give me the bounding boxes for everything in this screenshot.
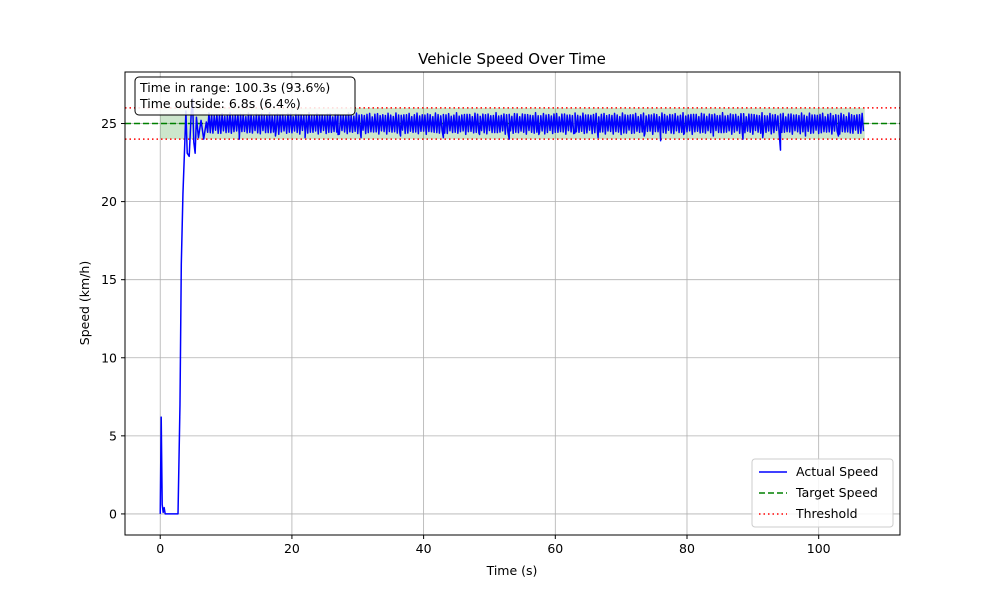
y-axis-label: Speed (km/h) (77, 261, 92, 345)
plot-frame (124, 71, 901, 536)
x-axis-ticks: 0 20 40 60 80 100 (156, 535, 831, 556)
y-tick-label: 10 (101, 350, 117, 365)
x-tick-label: 80 (679, 541, 695, 556)
legend-label-target-speed: Target Speed (795, 485, 878, 500)
x-tick-label: 20 (284, 541, 300, 556)
y-tick-label: 20 (101, 194, 117, 209)
y-tick-label: 5 (109, 428, 117, 443)
x-axis-label: Time (s) (486, 563, 538, 578)
series-layer (159, 97, 865, 515)
chart-title: Vehicle Speed Over Time (418, 50, 606, 68)
actual-speed-line (159, 97, 865, 515)
legend-frame (751, 458, 894, 528)
x-tick-label: 60 (547, 541, 563, 556)
y-tick-label: 15 (101, 272, 117, 287)
y-tick-label: 25 (101, 116, 117, 131)
legend-label-threshold: Threshold (795, 506, 858, 521)
annotation-frame (134, 76, 356, 116)
annotation-line-2: Time outside: 6.8s (6.4%) (139, 96, 301, 111)
annotation-box: Time in range: 100.3s (93.6%) Time outsi… (134, 76, 356, 116)
x-tick-label: 0 (156, 541, 164, 556)
legend-label-actual-speed: Actual Speed (796, 464, 878, 479)
y-tick-label: 0 (109, 506, 117, 521)
x-tick-label: 40 (416, 541, 432, 556)
annotation-line-1: Time in range: 100.3s (93.6%) (139, 80, 330, 95)
y-axis-ticks: 0 5 10 15 20 25 (101, 116, 125, 521)
legend: Actual Speed Target Speed Threshold (751, 458, 894, 528)
x-tick-label: 100 (807, 541, 831, 556)
